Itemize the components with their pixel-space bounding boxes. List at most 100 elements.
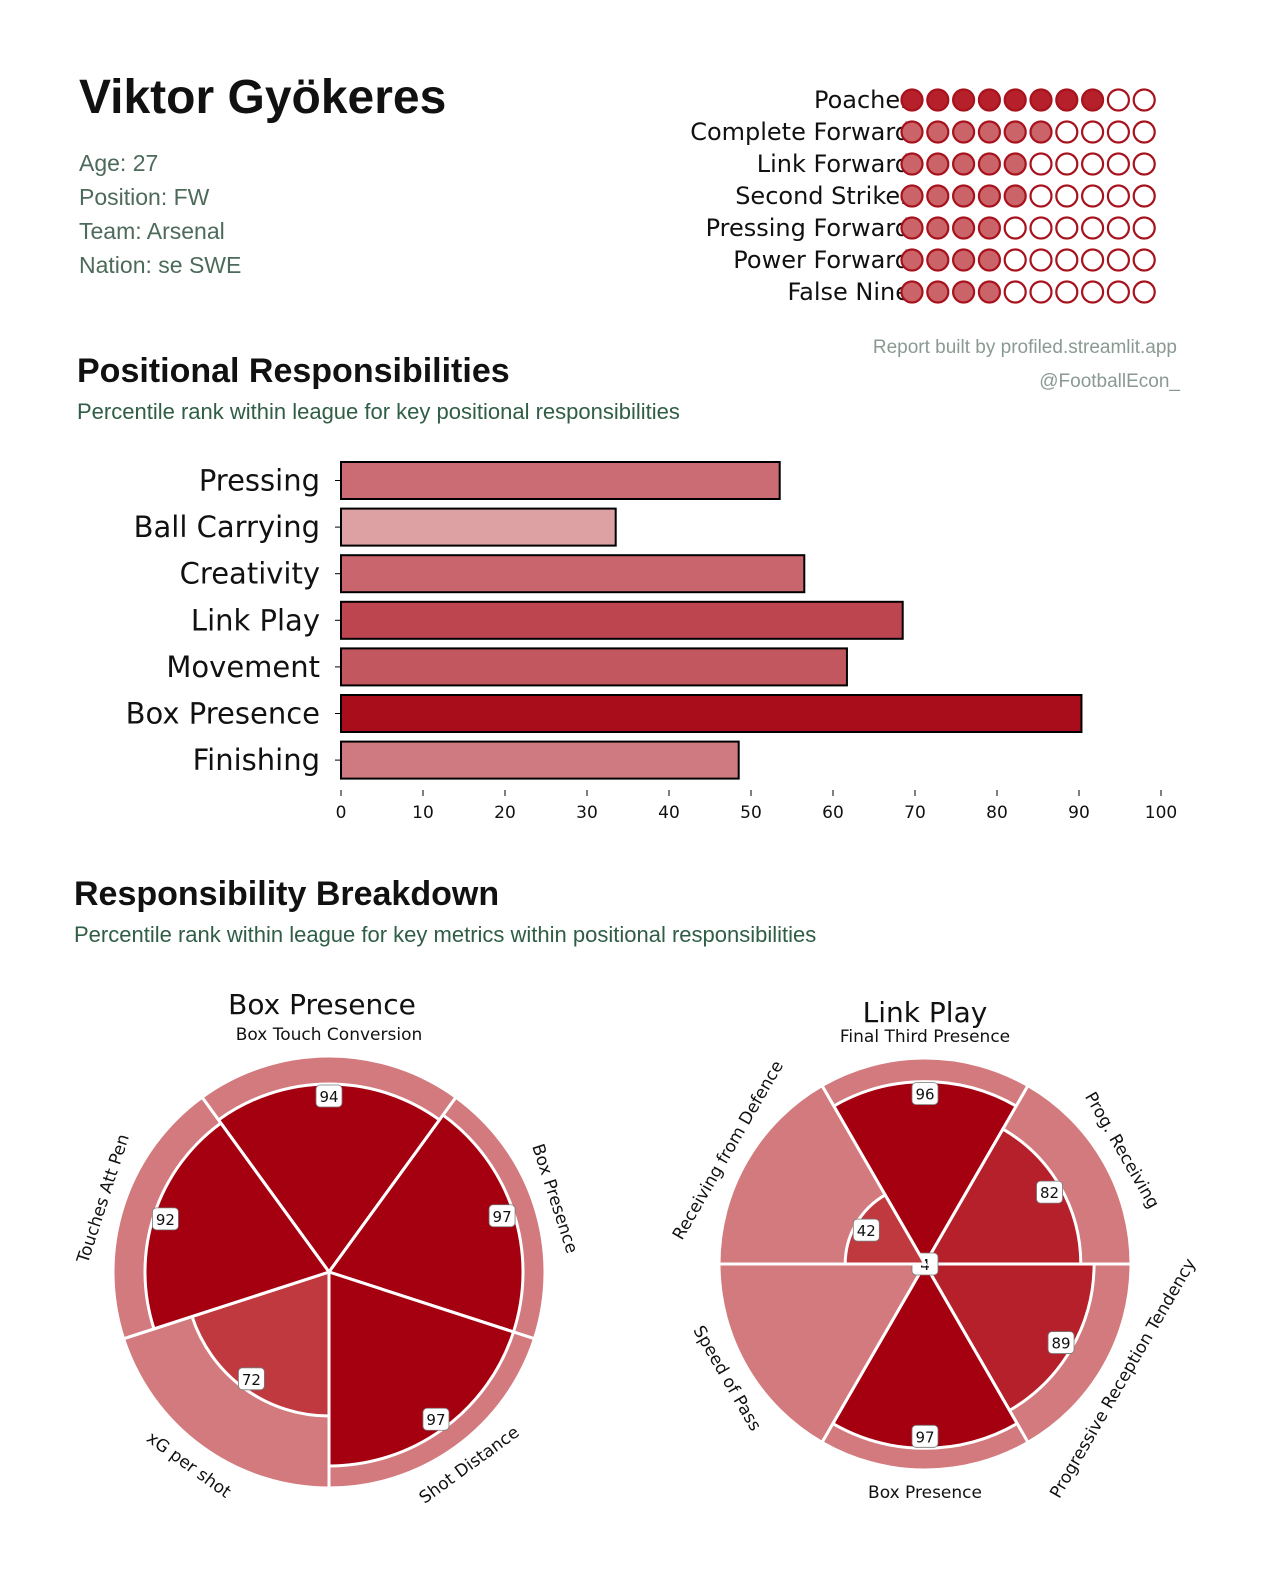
x-tick-label: 30: [576, 803, 598, 823]
bar-category-label: Creativity: [180, 557, 320, 591]
role-dot: [1055, 152, 1079, 176]
role-dot: [951, 248, 976, 272]
x-tick-label: 60: [822, 803, 844, 823]
value-badge: [238, 1367, 265, 1391]
role-rating-dots: [900, 88, 1156, 304]
bar: [340, 554, 806, 594]
role-dot: [951, 216, 976, 240]
role-dot: [1003, 184, 1027, 208]
positional-title: Positional Responsibilities: [77, 352, 510, 390]
x-tick-label: 100: [1145, 803, 1177, 823]
player-age: Age: 27: [79, 150, 159, 176]
role-dot: [1080, 120, 1105, 144]
x-tick-label: 20: [494, 803, 516, 823]
role-label: Link Forward: [756, 150, 910, 178]
role-dot: [1080, 152, 1105, 176]
player-name: Viktor Gyökeres: [79, 71, 447, 124]
metric-label: Box Presence: [868, 1483, 982, 1503]
role-dot: [951, 120, 976, 144]
bar: [340, 694, 1083, 733]
positional-bar-chart: Pressing Ball Carrying Creativity Link Play…: [126, 461, 1177, 823]
role-dot: [1003, 248, 1027, 272]
role-dot: [900, 216, 924, 240]
role-dot: [926, 88, 950, 112]
role-dot: [977, 216, 1002, 240]
role-label: Poacher: [813, 86, 910, 114]
x-tick-label: 50: [740, 803, 762, 823]
role-dot: [1055, 216, 1079, 240]
role-dot: [900, 248, 924, 272]
breakdown-title: Responsibility Breakdown: [74, 875, 500, 913]
role-dot: [1003, 88, 1027, 112]
role-dot: [1106, 184, 1131, 208]
value-badge: [911, 1082, 939, 1105]
pizza-title: Link Play: [863, 996, 988, 1029]
value-badge: [488, 1204, 516, 1228]
role-dot: [900, 152, 924, 176]
role-dot: [1080, 216, 1105, 240]
role-dot: [977, 88, 1002, 112]
role-dot: [1003, 120, 1027, 144]
report-credit: Report built by profiled.streamlit.app: [872, 337, 1177, 358]
value-badge: [852, 1218, 880, 1242]
bar-category-label: Movement: [166, 650, 320, 684]
role-dot: [900, 120, 924, 144]
role-dot: [1055, 184, 1079, 208]
value-label: 97: [426, 1411, 445, 1429]
role-dot: [977, 184, 1002, 208]
role-dot: [900, 280, 924, 304]
value-badge: [315, 1084, 343, 1108]
role-dot: [1080, 184, 1105, 208]
value-label: 94: [319, 1088, 338, 1106]
role-dot: [1132, 152, 1156, 176]
role-dot: [951, 184, 976, 208]
role-dot: [1029, 184, 1053, 208]
player-team: Team: Arsenal: [79, 218, 225, 244]
pizza-title: Box Presence: [228, 988, 416, 1021]
role-dot: [1055, 88, 1079, 112]
bar-category-label: Link Play: [191, 603, 320, 637]
role-dot: [1080, 248, 1105, 272]
role-dot: [1055, 120, 1079, 144]
role-label: False Nine: [787, 278, 910, 306]
role-dot: [926, 280, 950, 304]
role-dot: [1003, 152, 1027, 176]
x-tick-label: 70: [904, 803, 926, 823]
role-dot: [900, 88, 924, 112]
role-dot: [1003, 216, 1027, 240]
value-label: 97: [915, 1428, 934, 1446]
role-dot: [1055, 280, 1079, 304]
pizza-slice: [831, 1080, 1019, 1267]
x-tick-label: 80: [986, 803, 1008, 823]
metric-label: Final Third Presence: [840, 1027, 1010, 1047]
role-dot: [951, 88, 976, 112]
pizza-slice: [830, 1261, 1020, 1450]
role-dot: [951, 152, 976, 176]
value-badge: [422, 1407, 450, 1431]
bar-category-label: Finishing: [193, 743, 320, 777]
role-dot: [1106, 280, 1131, 304]
role-dot: [977, 248, 1002, 272]
role-dot: [1106, 248, 1131, 272]
role-dot: [1106, 216, 1131, 240]
role-label: Power Forward: [733, 246, 910, 274]
role-dot: [1029, 120, 1053, 144]
role-label: Pressing Forward: [705, 214, 910, 242]
role-dot: [1029, 216, 1053, 240]
player-nation: Nation: se SWE: [79, 252, 242, 278]
role-dot: [926, 152, 950, 176]
value-badge: [152, 1207, 179, 1231]
value-badge: [1047, 1331, 1075, 1354]
role-dot: [926, 120, 950, 144]
role-dot: [977, 280, 1002, 304]
role-dot: [1080, 280, 1105, 304]
role-label: Complete Forward: [690, 118, 910, 146]
role-dot: [1132, 120, 1156, 144]
role-dot: [1106, 120, 1131, 144]
x-tick-label: 0: [336, 803, 347, 823]
positional-subtitle: Percentile rank within league for key po…: [77, 399, 680, 424]
value-badge: [911, 1424, 939, 1448]
role-dot: [951, 280, 976, 304]
value-label: 97: [493, 1208, 512, 1226]
